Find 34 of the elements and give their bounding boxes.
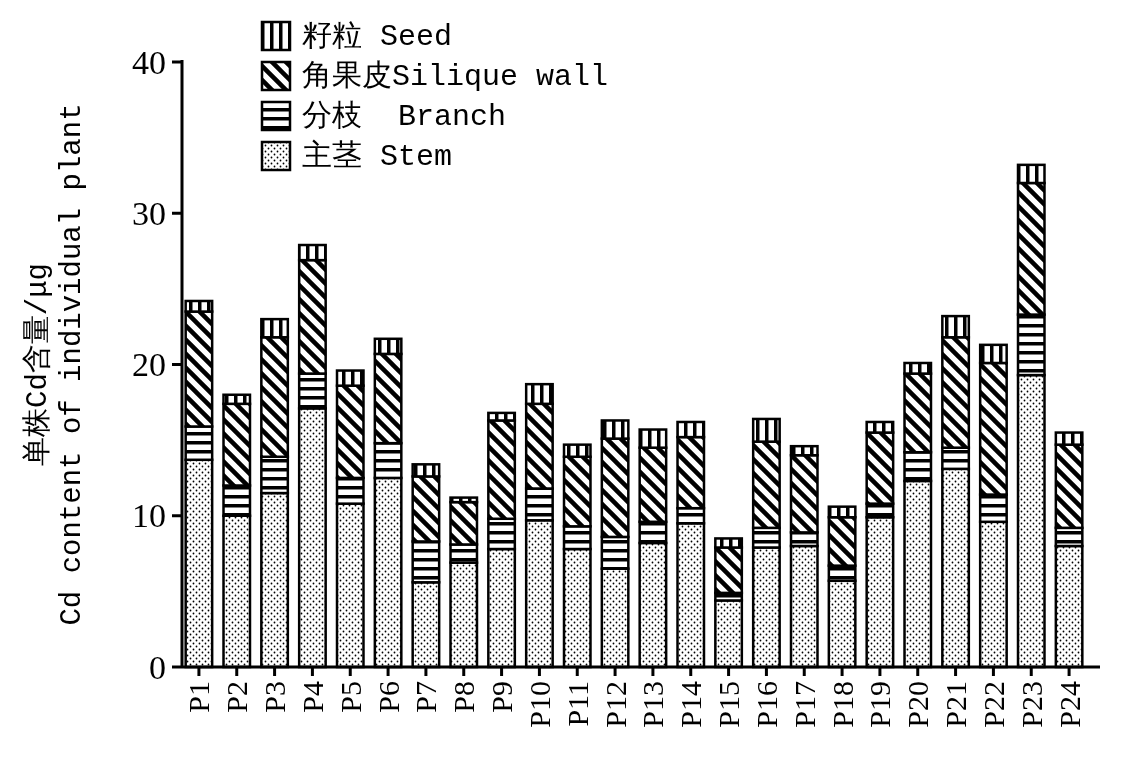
y-tick-label: 0 bbox=[149, 648, 166, 686]
x-tick-label: P13 bbox=[636, 681, 670, 728]
x-tick-label: P3 bbox=[258, 681, 292, 713]
legend-label: 角果皮Silique wall bbox=[302, 60, 609, 94]
x-tick-label: P23 bbox=[1014, 681, 1048, 728]
x-tick-label: P11 bbox=[560, 681, 594, 727]
x-tick-label: P21 bbox=[939, 681, 973, 728]
y-tick-label: 20 bbox=[132, 346, 166, 383]
y-tick-label: 10 bbox=[132, 497, 166, 535]
x-tick-label: P24 bbox=[1052, 681, 1086, 728]
x-tick-label: P18 bbox=[825, 681, 859, 728]
y-axis-title: 单株Cd含量/μg Cd content of individual plant bbox=[22, 103, 89, 626]
x-tick-label: P8 bbox=[447, 681, 481, 713]
x-tick-label: P14 bbox=[674, 681, 708, 728]
x-tick-label: P9 bbox=[485, 681, 519, 713]
x-tick-label: P16 bbox=[749, 681, 783, 728]
x-tick-label: P12 bbox=[598, 681, 632, 728]
x-tick-label: P17 bbox=[787, 681, 821, 728]
legend-label: 分枝 Branch bbox=[302, 100, 507, 134]
legend-label: 籽粒 Seed bbox=[302, 20, 453, 54]
x-tick-label: P7 bbox=[409, 681, 443, 713]
legend-label: 主茎 Stem bbox=[302, 139, 453, 174]
x-tick-label: P10 bbox=[522, 681, 556, 728]
y-tick-label: 30 bbox=[132, 194, 166, 232]
x-tick-label: P4 bbox=[295, 681, 329, 713]
x-tick-label: P15 bbox=[712, 681, 746, 728]
x-tick-label: P22 bbox=[976, 681, 1010, 728]
x-tick-label: P5 bbox=[333, 681, 367, 713]
x-tick-label: P2 bbox=[220, 681, 254, 713]
x-tick-label: P20 bbox=[901, 681, 935, 728]
y-tick-label: 40 bbox=[132, 43, 166, 81]
x-tick-label: P6 bbox=[371, 681, 405, 713]
x-tick-label: P1 bbox=[182, 681, 216, 713]
x-tick-label: P19 bbox=[863, 681, 897, 728]
